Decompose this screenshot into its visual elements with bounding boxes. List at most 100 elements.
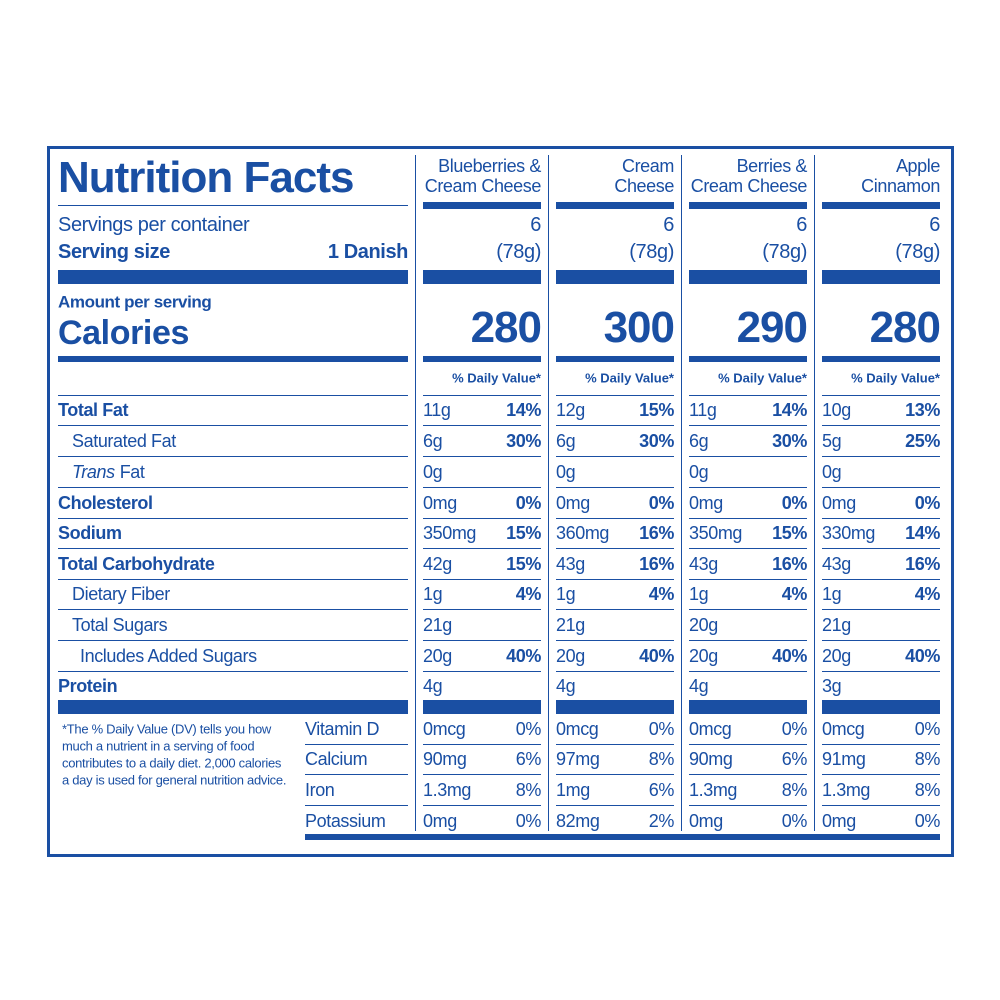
vitamin-dv: 8% bbox=[515, 780, 542, 800]
calories: 290 bbox=[736, 303, 808, 352]
rule bbox=[423, 609, 541, 610]
nutrient-label: Total Fat bbox=[58, 400, 129, 420]
vitamin-amount: 0mcg bbox=[822, 719, 865, 739]
vitamin-dv: 0% bbox=[914, 719, 941, 739]
medium-bar bbox=[822, 202, 940, 209]
vitamin-amount: 0mcg bbox=[689, 719, 732, 739]
rule bbox=[58, 579, 408, 580]
nutrient-amount: 0g bbox=[689, 462, 709, 482]
nutrient-amount: 1g bbox=[822, 584, 842, 604]
nutrient-dv: 4% bbox=[914, 584, 941, 604]
rule bbox=[423, 671, 541, 672]
nutrient-label: Sodium bbox=[58, 523, 122, 543]
thick-bar bbox=[423, 700, 541, 714]
rule bbox=[556, 518, 674, 519]
vitamin-amount: 0mg bbox=[689, 811, 723, 831]
medium-bar bbox=[423, 356, 541, 362]
rule bbox=[689, 395, 807, 396]
rule bbox=[556, 671, 674, 672]
rule bbox=[58, 205, 408, 206]
nutrient-amount: 350mg bbox=[423, 523, 477, 543]
product-name: Apple bbox=[895, 156, 940, 176]
nutrient-amount: 6g bbox=[423, 431, 443, 451]
medium-bar bbox=[556, 356, 674, 362]
rule bbox=[58, 518, 408, 519]
footnote-line: *The % Daily Value (DV) tells you how bbox=[62, 721, 272, 737]
nutrient-dv: 40% bbox=[506, 646, 541, 666]
rule bbox=[423, 579, 541, 580]
nutrient-label: Fat bbox=[119, 462, 145, 482]
footnote-line: a day is used for general nutrition advi… bbox=[62, 772, 287, 788]
rule bbox=[556, 579, 674, 580]
thick-bar bbox=[58, 700, 408, 714]
nutrient-amount: 0g bbox=[423, 462, 443, 482]
calories: 280 bbox=[470, 303, 542, 352]
nutrient-dv: 40% bbox=[772, 646, 807, 666]
rule bbox=[822, 671, 940, 672]
calories: 280 bbox=[869, 303, 941, 352]
nutrient-label: Cholesterol bbox=[58, 493, 153, 513]
footnote-line: much a nutrient in a serving of food bbox=[62, 738, 255, 754]
calories: 300 bbox=[603, 303, 675, 352]
vitamin-amount: 1.3mg bbox=[689, 780, 738, 800]
rule bbox=[423, 518, 541, 519]
vitamin-amount: 1mg bbox=[556, 780, 590, 800]
rule bbox=[822, 518, 940, 519]
nutrient-label: Dietary Fiber bbox=[72, 584, 170, 604]
vitamin-dv: 6% bbox=[515, 749, 542, 769]
amount-per-serving: Amount per serving bbox=[58, 292, 212, 312]
rule bbox=[822, 425, 940, 426]
vitamin-amount: 82mg bbox=[556, 811, 600, 831]
vitamin-dv: 0% bbox=[914, 811, 941, 831]
nutrient-amount: 3g bbox=[822, 676, 842, 696]
nutrient-amount: 21g bbox=[423, 615, 452, 635]
rule bbox=[58, 609, 408, 610]
vitamin-dv: 0% bbox=[781, 719, 808, 739]
medium-bar bbox=[689, 202, 807, 209]
rule bbox=[423, 487, 541, 488]
nutrient-amount: 20g bbox=[423, 646, 452, 666]
rule bbox=[689, 640, 807, 641]
nutrient-amount: 1g bbox=[423, 584, 443, 604]
rule bbox=[305, 744, 408, 745]
nutrient-amount: 0g bbox=[822, 462, 842, 482]
nutrient-dv: 4% bbox=[781, 584, 808, 604]
serving-size: 1 Danish bbox=[327, 241, 409, 263]
vitamin-dv: 6% bbox=[648, 780, 675, 800]
vitamin-amount: 0mg bbox=[822, 811, 856, 831]
rule bbox=[822, 548, 940, 549]
rule bbox=[556, 609, 674, 610]
nutrient-dv: 0% bbox=[781, 493, 808, 513]
rule bbox=[556, 744, 674, 745]
nutrient-label: Protein bbox=[58, 676, 118, 696]
calories-label: Calories bbox=[58, 314, 189, 352]
nutrient-dv: 30% bbox=[772, 431, 807, 451]
rule bbox=[423, 774, 541, 775]
nutrient-amount: 12g bbox=[556, 400, 585, 420]
product-name: Cheese bbox=[614, 176, 674, 196]
rule bbox=[58, 425, 408, 426]
rule bbox=[689, 805, 807, 806]
nutrient-dv: 0% bbox=[648, 493, 675, 513]
serving-size-label: Serving size bbox=[58, 241, 170, 263]
dv-header: % Daily Value* bbox=[718, 370, 807, 386]
nutrient-dv: 16% bbox=[772, 554, 807, 574]
thick-bar bbox=[689, 700, 807, 714]
nutrient-amount: 11g bbox=[689, 400, 717, 420]
vitamin-amount: 90mg bbox=[689, 749, 733, 769]
dv-header: % Daily Value* bbox=[585, 370, 674, 386]
nutrient-amount: 21g bbox=[822, 615, 851, 635]
rule bbox=[822, 640, 940, 641]
product-name: Berries & bbox=[736, 156, 808, 176]
vitamin-amount: 97mg bbox=[556, 749, 600, 769]
rule bbox=[689, 518, 807, 519]
nutrient-dv: 25% bbox=[905, 431, 940, 451]
nutrient-label-italic: Trans bbox=[72, 462, 115, 482]
nutrient-label: Total Carbohydrate bbox=[58, 554, 215, 574]
vitamin-dv: 8% bbox=[648, 749, 675, 769]
medium-bar bbox=[689, 356, 807, 362]
rule bbox=[822, 805, 940, 806]
rule bbox=[58, 671, 408, 672]
rule bbox=[822, 456, 940, 457]
